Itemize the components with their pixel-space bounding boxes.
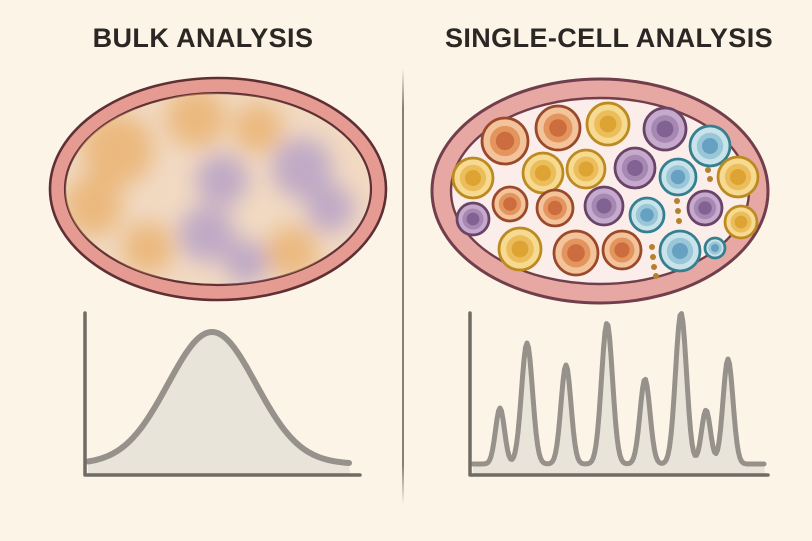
cell-yellow: [716, 155, 760, 199]
secreted-dot: [675, 208, 681, 214]
cell-orange: [534, 104, 582, 152]
expression-blob-purple: [224, 240, 268, 284]
bulk-signal-area: [88, 332, 350, 474]
single-cell-title: SINGLE-CELL ANALYSIS: [444, 23, 774, 53]
expression-blob-purple: [306, 184, 354, 232]
expression-blob-purple: [196, 154, 248, 206]
bulk-signal-chart: [83, 311, 362, 477]
cell-yellow: [521, 151, 565, 195]
secreted-dot: [650, 254, 656, 260]
cell-orange: [480, 116, 530, 166]
cell-orange: [535, 188, 575, 228]
cell-blue: [658, 157, 698, 197]
panel-divider: [402, 68, 404, 504]
cell-yellow: [585, 101, 631, 147]
cell-purple: [642, 106, 688, 152]
cell-blue: [688, 124, 732, 168]
cell-purple: [583, 185, 625, 227]
bulk-expression-blobs: [65, 93, 354, 284]
expression-blob-purple: [272, 138, 332, 198]
single-cell-signal-axes: [468, 311, 770, 477]
cell-purple: [686, 189, 724, 227]
bulk-tissue-oval: [48, 76, 388, 302]
secreted-dot: [653, 273, 659, 279]
bulk-signal-curve: [85, 329, 352, 466]
cell-blue: [628, 196, 666, 234]
single-cell-tissue-oval: [430, 77, 770, 305]
expression-blob-orange: [65, 176, 123, 236]
bulk-title: BULK ANALYSIS: [92, 23, 314, 53]
cell-purple: [455, 201, 491, 237]
secreted-dot: [676, 218, 682, 224]
cell-orange: [552, 229, 600, 277]
secreted-dot: [705, 167, 711, 173]
cell-yellow: [723, 204, 759, 240]
cell-yellow: [497, 226, 543, 272]
secreted-dot: [674, 198, 680, 204]
secreted-dot: [649, 244, 655, 250]
cell-orange: [601, 229, 643, 271]
expression-blob-orange: [266, 226, 318, 278]
expression-blob-orange: [233, 103, 283, 153]
cell-yellow: [565, 148, 607, 190]
cell-yellow: [451, 156, 495, 200]
secreted-dot: [707, 176, 713, 182]
single-cell-signal-chart: [468, 311, 770, 477]
secreted-dot: [651, 264, 657, 270]
expression-blob-orange: [122, 222, 174, 274]
bulk-signal-axes: [83, 311, 362, 477]
single-cell-signal-curve: [470, 311, 767, 467]
cell-orange: [491, 185, 529, 223]
cell-blue: [703, 236, 727, 260]
expression-blob-purple: [179, 206, 235, 262]
expression-blob-orange: [166, 93, 226, 148]
expression-blob-orange: [82, 114, 154, 186]
cell-blue: [658, 229, 702, 273]
cell-purple: [613, 146, 657, 190]
